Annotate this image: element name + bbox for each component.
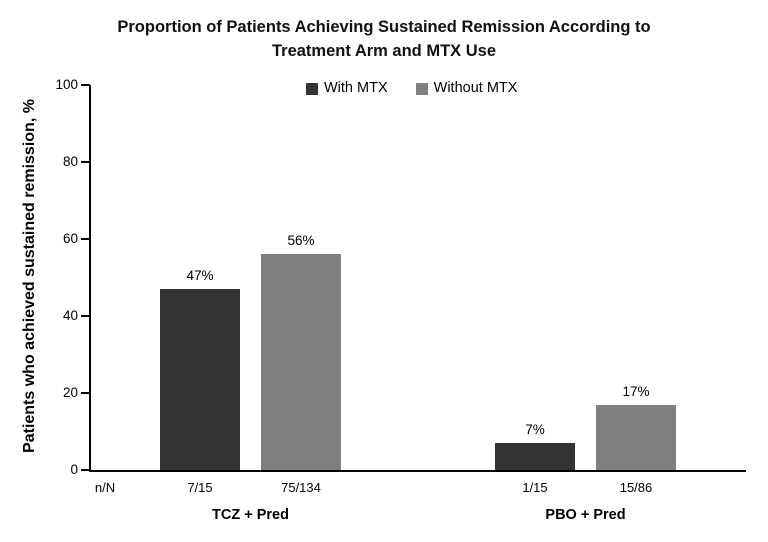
y-axis-tick <box>81 84 90 86</box>
bar-value-label: 56% <box>287 233 315 248</box>
y-axis-tick <box>81 315 90 317</box>
chart-title-line1: Proportion of Patients Achieving Sustain… <box>117 18 651 36</box>
y-axis-tick <box>81 238 90 240</box>
legend-swatch-with-mtx <box>306 82 318 95</box>
n-over-N-value: 15/86 <box>619 480 653 495</box>
legend-item-with-mtx: With MTX <box>306 80 388 97</box>
legend-label: With MTX <box>324 80 388 96</box>
bar-with-mtx-tcz-pred <box>160 289 240 470</box>
x-axis-line <box>89 470 746 472</box>
x-axis-category-label: TCZ + Pred <box>212 507 289 523</box>
legend-swatch-without-mtx <box>415 82 428 95</box>
y-axis-tick-label: 100 <box>55 77 78 92</box>
y-axis-tick <box>81 161 90 163</box>
bar-without-mtx-pbo-pred <box>596 405 676 470</box>
n-over-N-value: 1/15 <box>522 480 548 495</box>
n-over-N-value: 75/134 <box>281 480 321 495</box>
bar-value-label: 47% <box>186 268 214 283</box>
bar-without-mtx-tcz-pred <box>261 254 341 470</box>
y-axis-line <box>89 85 91 472</box>
n-over-N-header: n/N <box>94 480 116 495</box>
y-axis-tick-label: 0 <box>70 462 78 477</box>
y-axis-tick-label: 20 <box>62 385 78 400</box>
legend-item-without-mtx: Without MTX <box>415 80 518 97</box>
x-axis-category-label: PBO + Pred <box>545 507 626 523</box>
bar-value-label: 7% <box>525 422 545 437</box>
legend-label: Without MTX <box>433 80 518 96</box>
n-over-N-value: 7/15 <box>187 480 213 495</box>
legend: With MTX Without MTX <box>306 80 517 97</box>
chart-title: Proportion of Patients Achieving Sustain… <box>0 15 768 63</box>
y-axis-tick-label: 80 <box>62 154 78 169</box>
bar-value-label: 17% <box>622 384 650 399</box>
y-axis-tick-label: 40 <box>62 308 78 323</box>
y-axis-tick <box>81 392 90 394</box>
y-axis-tick <box>81 469 90 471</box>
chart-title-line2: Treatment Arm and MTX Use <box>271 42 497 60</box>
y-axis-tick-label: 60 <box>62 231 78 246</box>
bar-with-mtx-pbo-pred <box>495 443 575 470</box>
